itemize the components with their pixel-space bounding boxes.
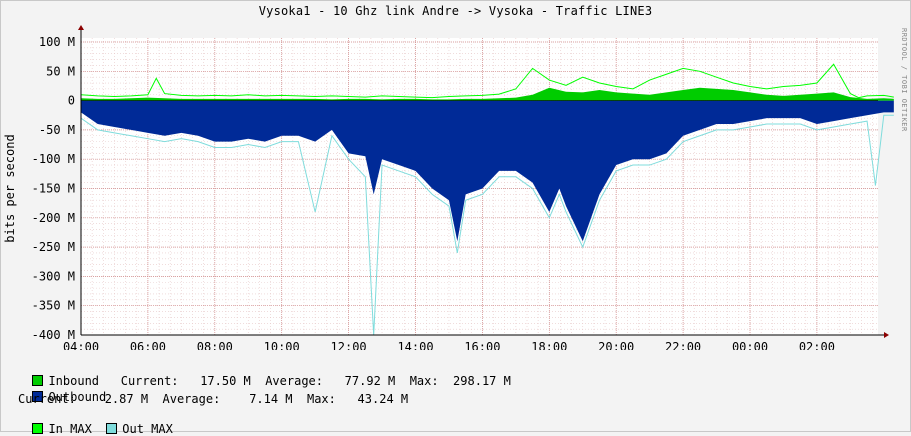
x-tick-label: 18:00 bbox=[531, 340, 567, 350]
series-inbound bbox=[81, 87, 894, 101]
x-tick-label: 14:00 bbox=[397, 340, 433, 350]
inbound-swatch bbox=[32, 375, 44, 386]
y-axis-arrow bbox=[78, 25, 84, 30]
legend-outbound-stats: Current: 2.87 M Average: 7.14 M Max: 43.… bbox=[18, 392, 409, 406]
legend-outbound: Outbound bbox=[18, 376, 106, 404]
x-tick-label: 00:00 bbox=[732, 340, 768, 350]
inbound-label: Inbound bbox=[48, 374, 100, 388]
y-tick-label: -100 M bbox=[32, 152, 75, 166]
x-tick-label: 16:00 bbox=[464, 340, 500, 350]
x-tick-label: 02:00 bbox=[799, 340, 835, 350]
outbound-label: Outbound bbox=[48, 390, 107, 404]
y-tick-label: -150 M bbox=[32, 182, 75, 196]
y-tick-label: 100 M bbox=[39, 35, 75, 49]
x-tick-label: 08:00 bbox=[197, 340, 233, 350]
in-max-swatch bbox=[32, 423, 44, 434]
x-tick-label: 06:00 bbox=[130, 340, 166, 350]
x-tick-label: 20:00 bbox=[598, 340, 634, 350]
y-tick-label: -400 M bbox=[32, 328, 75, 342]
rrdtool-credit: RRDTOOL / TOBI OETIKER bbox=[900, 28, 908, 132]
x-axis-arrow bbox=[884, 332, 889, 338]
y-tick-label: -50 M bbox=[39, 123, 75, 137]
inbound-stats: Current: 17.50 M Average: 77.92 M Max: 2… bbox=[120, 374, 511, 388]
x-tick-label: 10:00 bbox=[264, 340, 300, 350]
y-tick-label: -200 M bbox=[32, 211, 75, 225]
series-in-max bbox=[80, 63, 894, 99]
x-tick-label: 12:00 bbox=[331, 340, 367, 350]
out-max-swatch bbox=[106, 423, 118, 434]
y-tick-label: -250 M bbox=[32, 240, 75, 254]
in-max-label: In MAX bbox=[48, 422, 92, 436]
out-max-label: Out MAX bbox=[122, 422, 173, 436]
y-axis-label: bits per second bbox=[3, 134, 17, 242]
x-tick-label: 22:00 bbox=[665, 340, 701, 350]
legend-inbound: Inbound Current: 17.50 M Average: 77.92 … bbox=[18, 360, 511, 388]
outbound-swatch bbox=[32, 391, 44, 402]
chart-title: Vysoka1 - 10 Ghz link Andre -> Vysoka - … bbox=[258, 4, 653, 18]
series-out-max bbox=[80, 114, 894, 336]
traffic-chart: 100 M 50 M 0 -50 M -100 M -150 M -200 M -250 M -… bbox=[3, 25, 894, 350]
x-tick-label: 04:00 bbox=[63, 340, 99, 350]
y-tick-label: -350 M bbox=[32, 299, 75, 313]
y-tick-label: 50 M bbox=[46, 64, 75, 78]
y-tick-label: 0 bbox=[68, 94, 75, 108]
series-outbound bbox=[81, 100, 894, 242]
y-tick-label: -300 M bbox=[32, 269, 75, 283]
